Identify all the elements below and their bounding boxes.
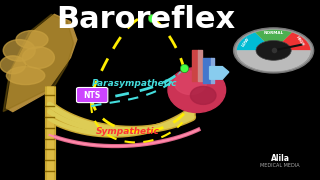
Text: Alila: Alila xyxy=(270,154,290,163)
Text: Parasympathetic: Parasympathetic xyxy=(92,79,177,88)
Circle shape xyxy=(237,30,310,71)
Wedge shape xyxy=(237,50,310,71)
Text: NORMAL: NORMAL xyxy=(263,31,284,35)
Ellipse shape xyxy=(168,68,226,112)
Ellipse shape xyxy=(190,86,216,104)
Polygon shape xyxy=(210,67,229,79)
Ellipse shape xyxy=(3,40,35,61)
Text: Baroreflex: Baroreflex xyxy=(56,4,235,33)
Wedge shape xyxy=(274,32,310,50)
Text: Sympathetic: Sympathetic xyxy=(96,127,160,136)
Wedge shape xyxy=(237,32,274,50)
Circle shape xyxy=(256,40,291,60)
Wedge shape xyxy=(255,30,292,50)
Text: MEDICAL MEDIA: MEDICAL MEDIA xyxy=(260,163,300,168)
Text: NTS: NTS xyxy=(83,91,100,100)
Polygon shape xyxy=(3,14,74,112)
FancyBboxPatch shape xyxy=(76,87,108,103)
Circle shape xyxy=(234,28,314,73)
Text: HIGH: HIGH xyxy=(295,35,305,47)
Ellipse shape xyxy=(16,31,48,49)
Ellipse shape xyxy=(22,47,54,68)
Polygon shape xyxy=(6,14,77,112)
Ellipse shape xyxy=(174,71,206,95)
Text: LOW: LOW xyxy=(241,37,251,48)
Ellipse shape xyxy=(0,56,26,74)
Ellipse shape xyxy=(6,67,45,85)
